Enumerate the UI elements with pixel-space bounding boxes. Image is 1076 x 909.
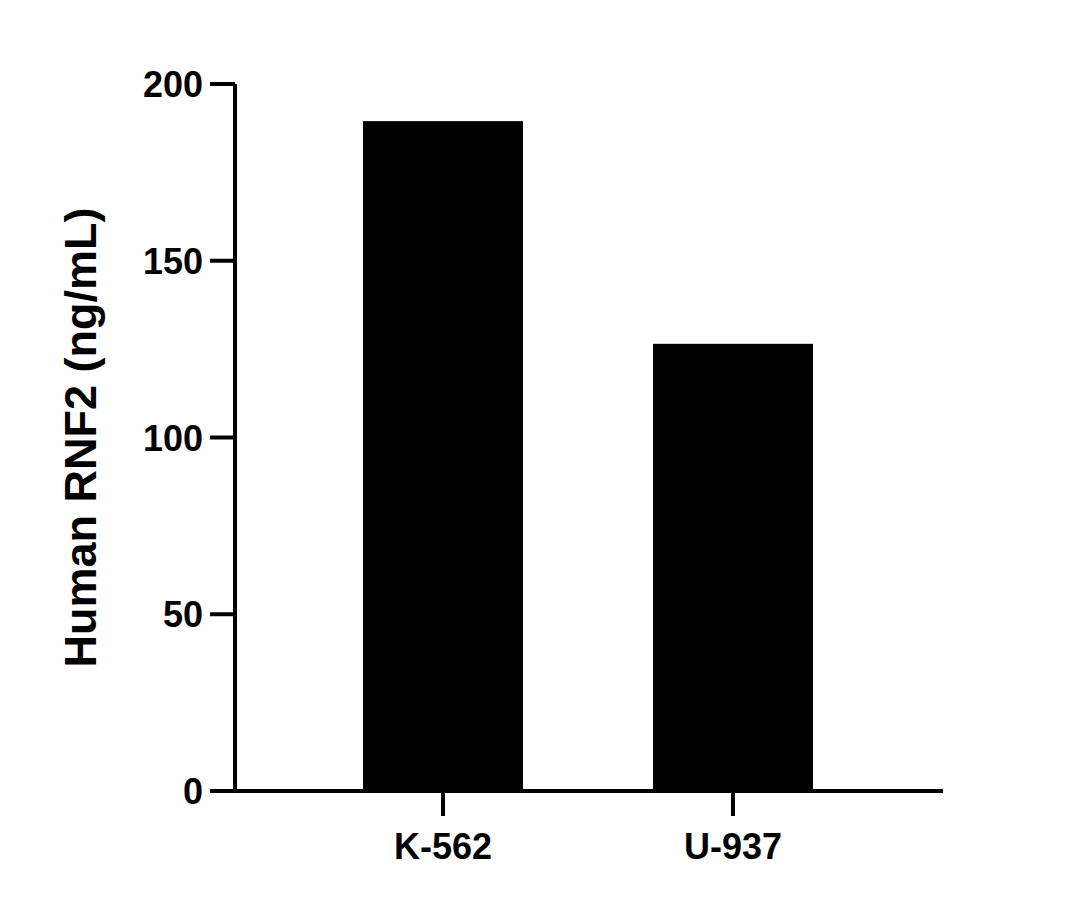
y-axis: [233, 84, 237, 793]
y-tick: [210, 259, 235, 263]
page: {"chart_data": {"type": "bar", "categori…: [0, 0, 1076, 909]
x-tick: [441, 791, 445, 816]
x-axis: [233, 789, 943, 793]
chart: K-562 U-937 0 50 100 150 200 Human RNF2 (ng/mL): [0, 0, 1076, 909]
y-tick-label: 0: [183, 771, 203, 812]
y-tick-label: 150: [143, 241, 203, 282]
x-tick-label: K-562: [394, 826, 492, 867]
y-tick: [210, 436, 235, 440]
y-tick: [210, 82, 235, 86]
bar: [653, 344, 813, 791]
x-tick: [731, 791, 735, 816]
y-tick-label: 200: [143, 64, 203, 105]
bar: [363, 121, 523, 791]
bars: [363, 121, 813, 791]
y-axis-label: Human RNF2 (ng/mL): [55, 208, 106, 668]
y-tick-label: 50: [163, 594, 203, 635]
x-tick-label: U-937: [684, 826, 782, 867]
y-tick: [210, 789, 235, 793]
y-tick-label: 100: [143, 418, 203, 459]
y-tick: [210, 612, 235, 616]
